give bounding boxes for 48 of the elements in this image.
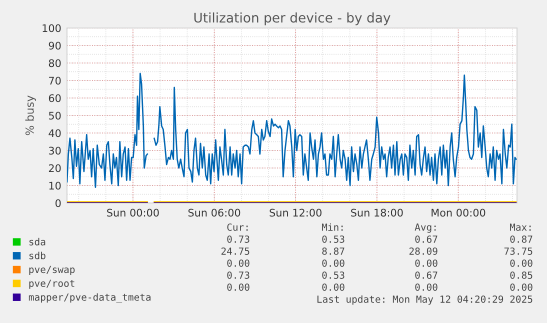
- legend-label: sdb: [29, 252, 46, 260]
- legend-label: mapper/pve-data_tmeta: [28, 293, 151, 303]
- text: 0.00: [322, 259, 344, 267]
- legend-label: sda: [29, 238, 46, 246]
- text: 28.09: [409, 247, 438, 255]
- y-tick-label: 20: [48, 164, 61, 172]
- y-tick-label: 80: [48, 59, 61, 68]
- text: 0.00: [510, 259, 532, 267]
- x-tick-label: Mon 00:00: [432, 208, 486, 217]
- y-tick-label: 90: [48, 42, 61, 50]
- text: 0.67: [415, 271, 438, 279]
- text: Last update: Mon May 12 04:20:29 2025: [317, 295, 532, 305]
- x-tick-label: Sun 00:00: [107, 208, 159, 217]
- text: 8.87: [322, 247, 344, 255]
- text: 0.53: [322, 271, 344, 279]
- y-tick-label: 100: [42, 24, 61, 32]
- text: 0.85: [510, 271, 532, 279]
- text: 0.67: [415, 235, 438, 243]
- x-tick-label: Sun 06:00: [188, 208, 240, 217]
- text: 0.00: [227, 259, 250, 267]
- legend-label: pve/root: [29, 280, 74, 289]
- y-tick-label: 40: [48, 129, 61, 138]
- text: 0.00: [227, 283, 250, 291]
- text: 0.73: [227, 271, 250, 279]
- y-tick-label: 10: [49, 182, 61, 190]
- legend-label: pve/swap: [29, 266, 75, 275]
- chart-title: Utilization per device - by day: [194, 12, 390, 26]
- text: Cur:: [227, 223, 248, 231]
- x-tick-label: Sun 12:00: [270, 208, 322, 217]
- y-tick-label: 30: [48, 146, 61, 155]
- y-tick-label: 70: [49, 76, 61, 85]
- text: 24.75: [221, 247, 250, 255]
- y-axis-title: % busy: [25, 96, 36, 136]
- text: 0.00: [322, 283, 344, 291]
- text: 0.00: [415, 259, 438, 267]
- text: 0.00: [415, 283, 438, 291]
- text: Min:: [322, 223, 343, 231]
- text: 0.73: [227, 235, 250, 243]
- y-tick-label: 0: [56, 199, 61, 208]
- text: 73.75: [504, 247, 532, 255]
- text: 0.53: [322, 235, 344, 243]
- x-tick-label: Sun 18:00: [351, 208, 403, 217]
- y-tick-label: 50: [48, 112, 61, 120]
- text: Max:: [510, 224, 531, 231]
- text: Avg:: [414, 224, 436, 233]
- text: 0.87: [510, 235, 532, 243]
- y-tick-label: 60: [48, 94, 61, 102]
- text: 0.00: [510, 283, 532, 291]
